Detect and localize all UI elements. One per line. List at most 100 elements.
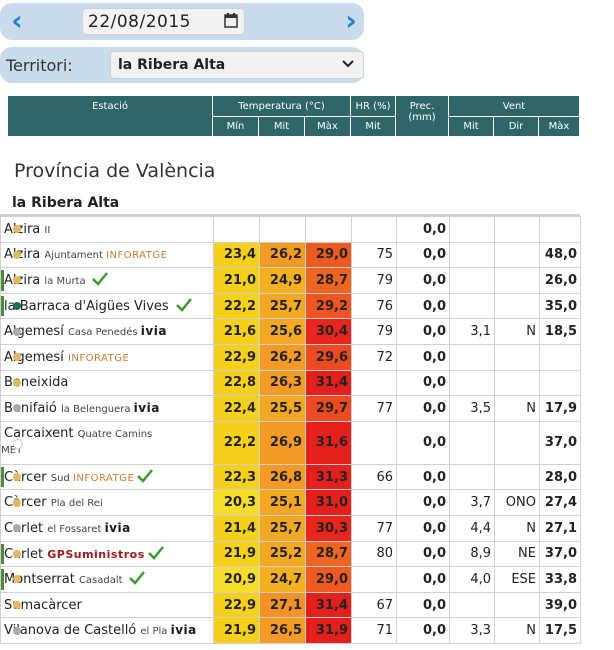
temp-mid-cell <box>259 216 306 243</box>
temp-max-cell: 28,7 <box>305 267 352 294</box>
precipitation-cell: 0,0 <box>396 369 450 397</box>
station-name-cell[interactable]: la Barraca d'Aigües Vives <box>0 292 214 320</box>
table-row[interactable]: Beneixida 22,8 26,3 31,4 0,0 <box>0 369 581 397</box>
wind-mid-cell <box>449 591 495 619</box>
chevron-right-icon[interactable]: › <box>345 4 357 37</box>
station-table: Alzira II 0,0 Alzira Ajuntament INFORATGE… <box>0 216 581 644</box>
provider-logo: GPSuministros <box>47 547 145 561</box>
station-name[interactable]: Montserrat <box>4 572 79 588</box>
date-navigation-bar: ‹ 22/08/2015 › <box>0 3 364 40</box>
table-row[interactable]: Càrcer Pla del Rei 20,3 25,1 31,0 0,0 3,7 ONO… <box>0 489 581 516</box>
station-name-cell[interactable]: Càrcer Sud INFORATGE <box>0 463 214 491</box>
wind-max-cell: 35,0 <box>539 292 581 320</box>
station-name-cell[interactable]: Alzira la Murta <box>0 267 214 294</box>
chevron-left-icon[interactable]: ‹ <box>11 4 23 37</box>
check-icon <box>91 272 108 287</box>
wind-max-cell: 39,0 <box>539 591 581 619</box>
station-name[interactable]: Carlet <box>4 520 48 536</box>
station-status-icon <box>13 302 21 311</box>
province-title: Província de València <box>14 160 216 182</box>
temp-min-cell: 22,2 <box>213 292 260 320</box>
station-name-cell[interactable]: Càrcer Pla del Rei <box>0 489 214 516</box>
calendar-icon[interactable] <box>224 13 238 28</box>
wind-max-cell <box>539 216 581 243</box>
station-name-cell[interactable]: Carlet GPSuministros <box>0 540 214 568</box>
station-name-cell[interactable]: Sumacàrcer <box>0 591 214 619</box>
station-name[interactable]: Carcaixent <box>4 426 78 442</box>
table-row[interactable]: Càrcer Sud INFORATGE 22,3 26,8 31,3 66 0,0 28,… <box>0 463 581 491</box>
header-temp-max: Màx <box>305 117 351 137</box>
station-name[interactable]: Beneixida <box>4 375 69 391</box>
wind-max-cell: 17,9 <box>539 395 581 422</box>
station-name[interactable]: Alzira <box>4 221 45 237</box>
date-input[interactable]: 22/08/2015 <box>82 8 245 35</box>
station-name[interactable]: la Barraca d'Aigües Vives <box>4 299 173 315</box>
station-status-icon <box>13 378 21 387</box>
wind-mid-cell <box>449 292 495 320</box>
station-subname: el Fossaret <box>47 523 105 535</box>
wind-mid-cell: 4,4 <box>449 514 495 542</box>
table-row[interactable]: Carcaixent Quatre Camins AEMET22,226,931… <box>0 420 581 465</box>
wind-max-cell: 48,0 <box>539 241 581 269</box>
territory-select[interactable]: la Ribera Alta <box>110 51 364 79</box>
table-row[interactable]: Algemesí Casa Penedés ivia 21,6 25,6 30,4 79… <box>0 318 581 345</box>
station-status-icon <box>13 404 21 413</box>
table-row[interactable]: Montserrat Casadalt 20,9 24,7 29,0 0,0 4,0 ES… <box>0 566 581 593</box>
station-subname: Casa Penedés <box>67 327 141 339</box>
temp-min-cell: 20,3 <box>213 489 260 516</box>
precipitation-cell: 0,0 <box>396 343 450 371</box>
temp-max-cell: 31,4 <box>305 369 352 397</box>
temp-min-cell: 22,9 <box>213 343 260 371</box>
table-row[interactable]: Vilanova de Castelló el Pla ivia 21,9 26,5… <box>0 617 581 644</box>
station-name[interactable]: Alzira <box>4 247 45 263</box>
table-row[interactable]: Carlet el Fossaret ivia 21,4 25,7 30,3 77 0,0… <box>0 514 581 542</box>
station-name-cell[interactable]: Carcaixent Quatre Camins AEMET <box>0 420 214 465</box>
table-row[interactable]: Algemesí INFORATGE 22,9 26,2 29,6 72 0,0 <box>0 343 581 371</box>
station-name-cell[interactable]: Alzira II <box>0 216 214 243</box>
precipitation-cell: 0,0 <box>396 463 450 491</box>
station-name[interactable]: Càrcer <box>4 495 51 511</box>
humidity-cell: 66 <box>351 463 397 491</box>
table-row[interactable]: Alzira la Murta 21,0 24,9 28,7 79 0,0 26,0 <box>0 267 581 294</box>
wind-mid-cell: 3,1 <box>449 318 495 345</box>
station-name[interactable]: Alzira <box>4 273 45 289</box>
station-name-cell[interactable]: Alzira Ajuntament INFORATGE <box>0 241 214 269</box>
wind-dir-cell: N <box>494 617 540 644</box>
station-name[interactable]: Sumacàrcer <box>4 597 82 613</box>
station-name-cell[interactable]: Beneixida <box>0 369 214 397</box>
station-name[interactable]: Carlet <box>4 546 48 562</box>
station-name[interactable]: Vilanova de Castelló <box>4 623 141 639</box>
station-name-cell[interactable]: Carlet el Fossaret ivia <box>0 514 214 542</box>
temp-min-cell: 21,4 <box>213 514 260 542</box>
table-row[interactable]: Alzira II 0,0 <box>0 216 581 243</box>
wind-dir-cell <box>494 369 540 397</box>
station-name-cell[interactable]: Vilanova de Castelló el Pla ivia <box>0 617 214 644</box>
humidity-cell <box>351 420 397 465</box>
provider-logo: ivia <box>170 623 197 638</box>
station-status-icon <box>13 601 21 610</box>
table-row[interactable]: Carlet GPSuministros 21,9 25,2 28,7 80 0,0 8,9… <box>0 540 581 568</box>
station-name-cell[interactable]: Algemesí Casa Penedés ivia <box>0 318 214 345</box>
wind-dir-cell <box>494 267 540 294</box>
temp-min-cell: 23,4 <box>213 241 260 269</box>
station-status-icon <box>13 353 21 362</box>
temp-mid-cell: 25,2 <box>259 540 306 568</box>
date-value: 22/08/2015 <box>88 12 191 32</box>
humidity-cell: 77 <box>351 395 397 422</box>
wind-mid-cell: 3,5 <box>449 395 495 422</box>
table-row[interactable]: la Barraca d'Aigües Vives 22,2 25,7 29,2 76… <box>0 292 581 320</box>
wind-dir-cell <box>494 463 540 491</box>
wind-dir-cell <box>494 292 540 320</box>
table-row[interactable]: Sumacàrcer 22,9 27,1 31,4 67 0,0 39,0 <box>0 591 581 619</box>
station-subname: Pla del Rei <box>50 498 103 510</box>
table-row[interactable]: Benifaió la Belenguera ivia 22,4 25,5 29,7 7… <box>0 395 581 422</box>
station-subname: Ajuntament <box>44 250 107 262</box>
station-name[interactable]: Càrcer <box>4 470 51 486</box>
table-row[interactable]: Alzira Ajuntament INFORATGE 23,4 26,2 29,0 7… <box>0 241 581 269</box>
station-name-cell[interactable]: Algemesí INFORATGE <box>0 343 214 371</box>
station-subname: Sud <box>50 473 73 485</box>
station-name-cell[interactable]: Benifaió la Belenguera ivia <box>0 395 214 422</box>
header-precipitation: Prec. (mm) <box>396 96 449 137</box>
temp-max-cell: 31,6 <box>305 420 352 465</box>
station-name-cell[interactable]: Montserrat Casadalt <box>0 566 214 593</box>
